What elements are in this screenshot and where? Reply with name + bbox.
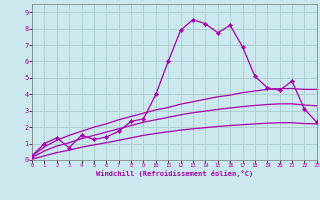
X-axis label: Windchill (Refroidissement éolien,°C): Windchill (Refroidissement éolien,°C) [96, 170, 253, 177]
